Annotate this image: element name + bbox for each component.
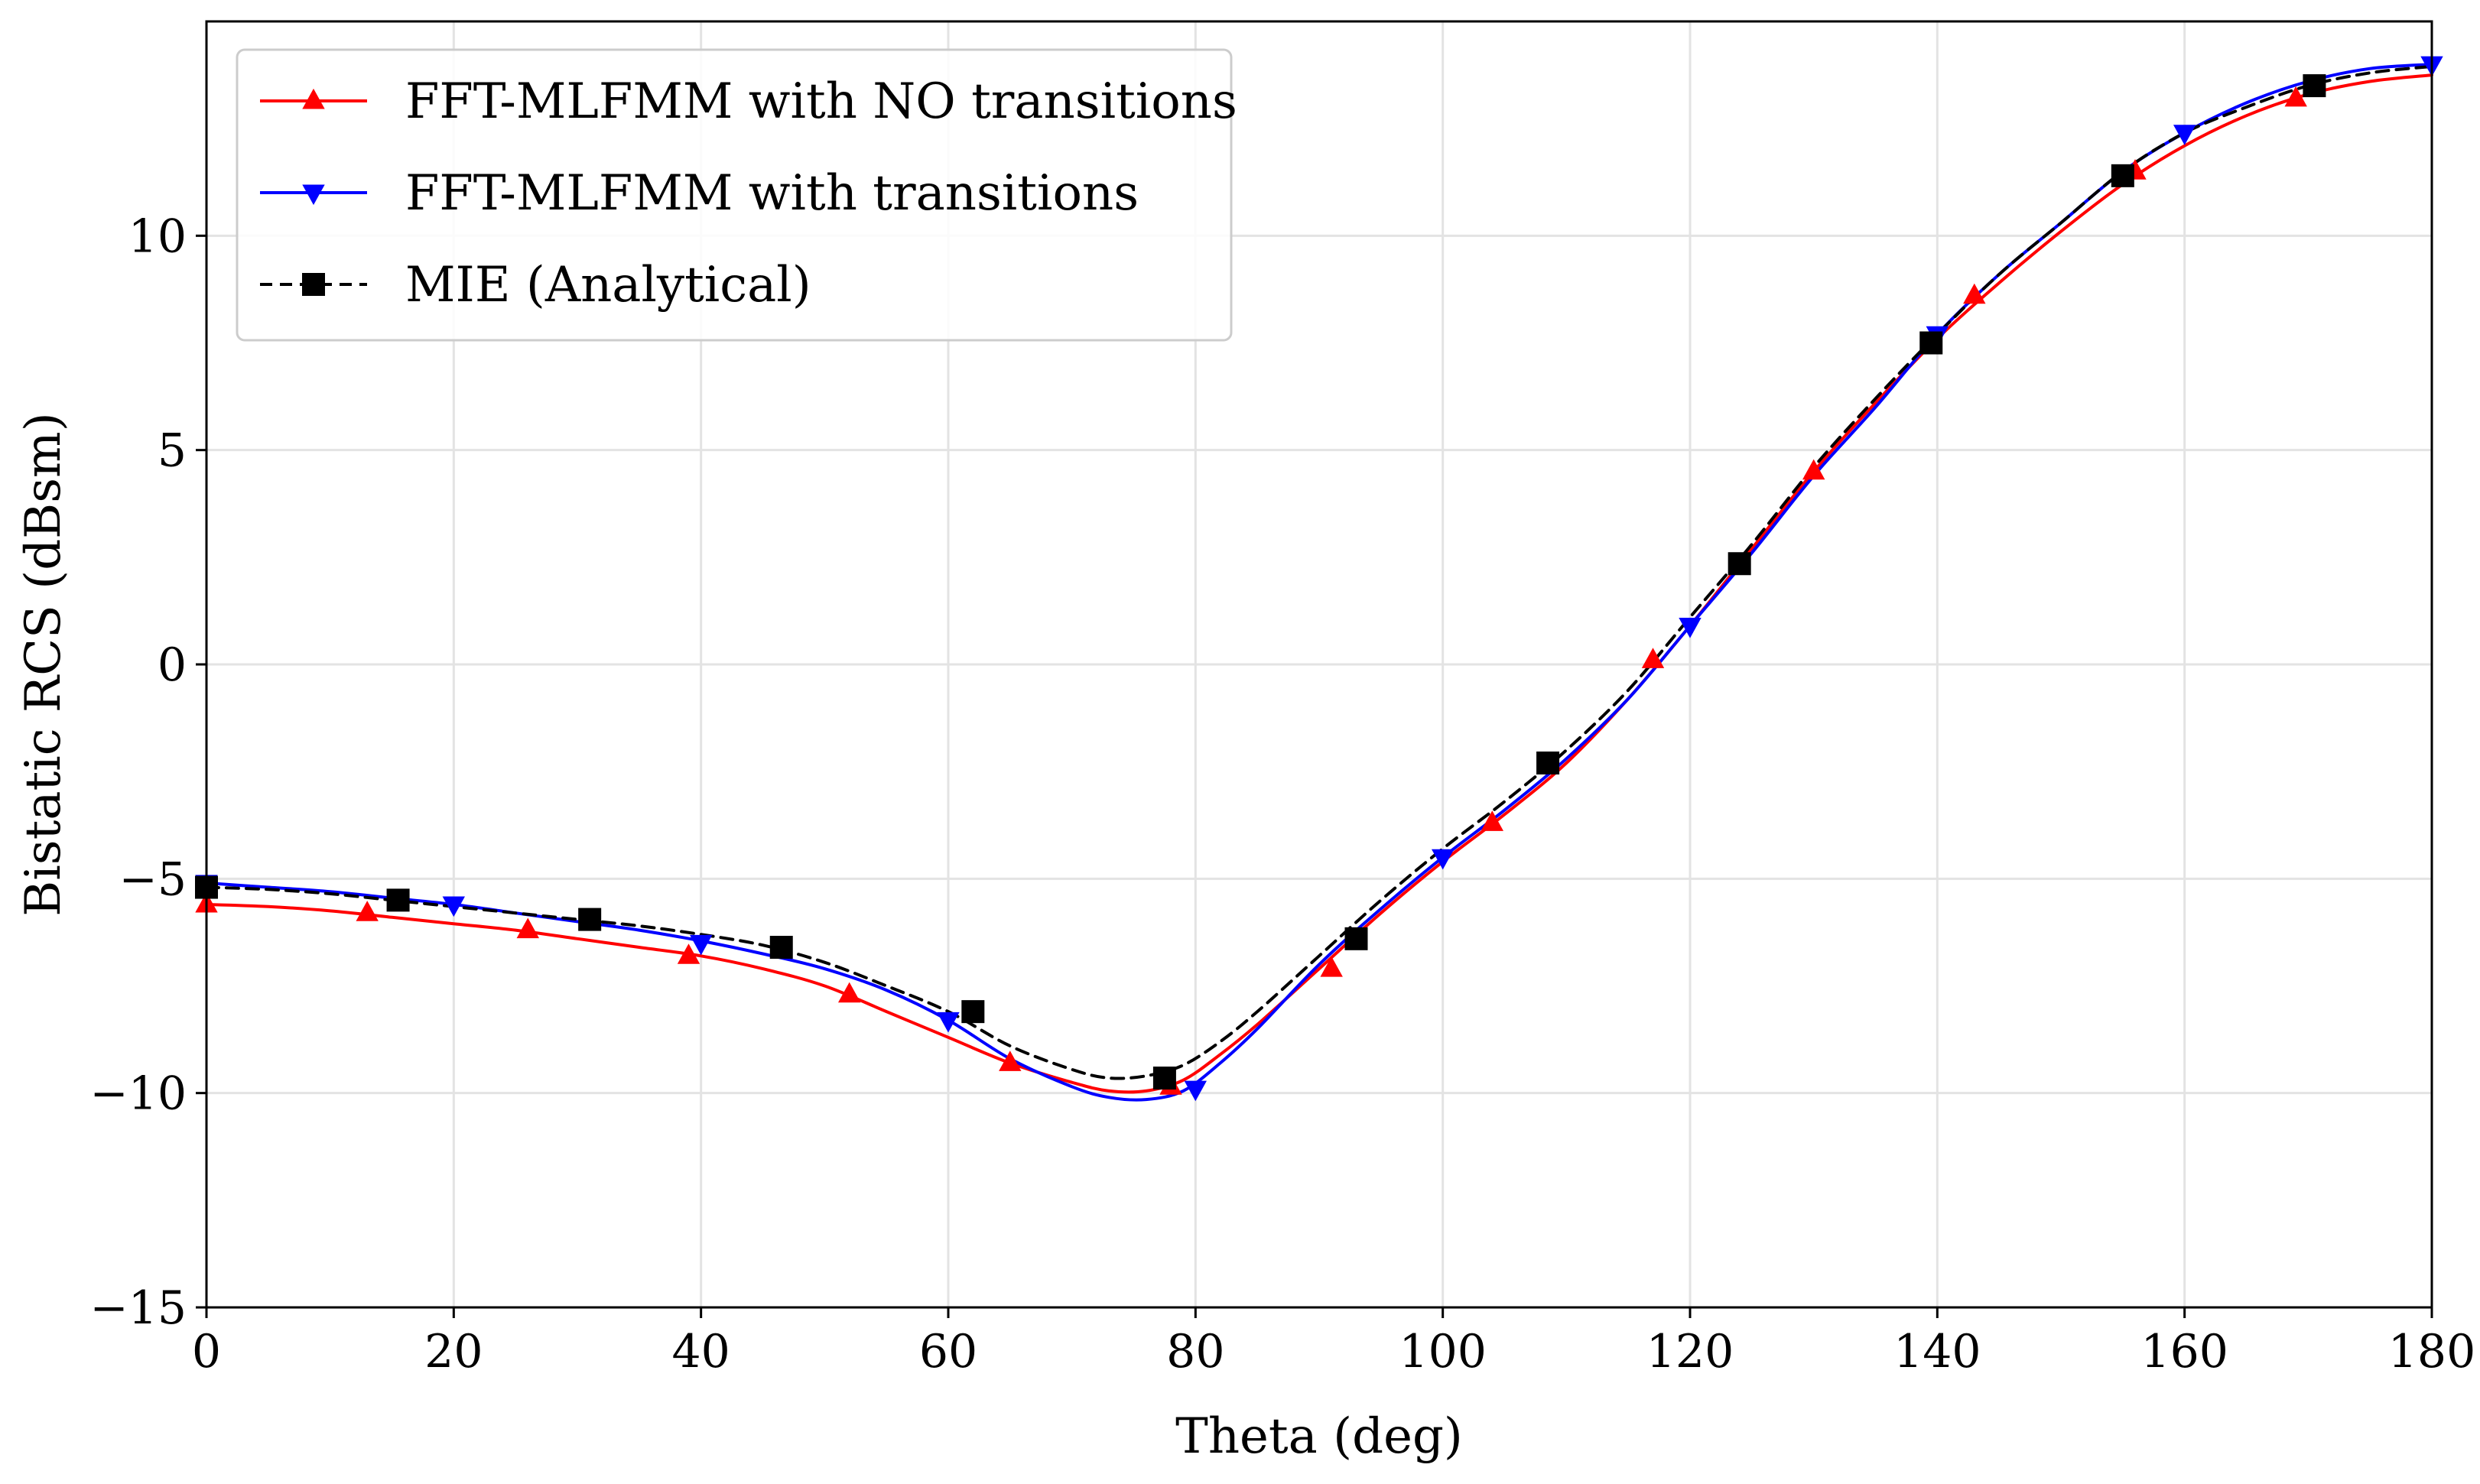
series-2-marker: [1919, 331, 1943, 355]
x-tick-label: 120: [1646, 1325, 1734, 1378]
axis-ticks: [196, 234, 2433, 1318]
x-tick-label: 40: [671, 1325, 730, 1378]
x-tick-label: 20: [424, 1325, 483, 1378]
y-tick-label: −10: [89, 1067, 187, 1121]
legend-label: FFT-MLFMM with transitions: [405, 165, 1139, 222]
series-2-marker: [578, 908, 602, 931]
series-2-marker: [2111, 164, 2134, 187]
series-1-marker: [1432, 849, 1455, 870]
series-1-marker: [690, 934, 713, 956]
series-lines: [205, 63, 2433, 1102]
legend-marker: [302, 184, 325, 206]
series-1-marker: [2173, 125, 2196, 145]
x-tick-label: 60: [919, 1325, 977, 1378]
y-tick-label: 5: [158, 424, 187, 478]
series-line-0: [205, 73, 2433, 1094]
series-2-marker: [2303, 74, 2326, 98]
legend-label: MIE (Analytical): [405, 257, 811, 313]
x-tick-label: 180: [2388, 1325, 2476, 1378]
series-1-marker: [1679, 618, 1702, 638]
series-2-marker: [386, 888, 410, 912]
series-line-1: [205, 63, 2433, 1102]
series-1-marker: [442, 896, 465, 917]
series-0-marker: [1802, 459, 1825, 480]
legend-marker: [302, 273, 325, 296]
series-1-marker: [937, 1012, 960, 1033]
series-2-marker: [961, 1000, 985, 1024]
y-tick-label: 10: [128, 209, 187, 263]
x-tick-label: 80: [1166, 1325, 1224, 1378]
series-1-marker: [1184, 1080, 1207, 1102]
series-0-marker: [1320, 956, 1343, 977]
series-2-marker: [1728, 552, 1751, 576]
series-line-2: [205, 64, 2433, 1080]
x-tick-label: 160: [2140, 1325, 2228, 1378]
legend-entry-1: FFT-MLFMM with transitions: [260, 165, 1139, 222]
series-0-marker: [516, 917, 539, 939]
series-2-marker: [769, 936, 793, 960]
series-0-marker: [838, 982, 861, 1003]
legend-box: [236, 48, 1233, 342]
series-2-marker: [1152, 1067, 1176, 1090]
series-0-marker: [2284, 86, 2307, 107]
legend-entries: FFT-MLFMM with NO transitions FFT-MLFMM w…: [260, 73, 1237, 313]
y-tick-label: −5: [119, 852, 187, 906]
y-axis-title: Bistatic RCS (dBsm): [15, 412, 72, 916]
series-0-marker: [999, 1050, 1022, 1071]
y-tick-label: 0: [158, 638, 187, 692]
legend-entry-0: FFT-MLFMM with NO transitions: [260, 73, 1237, 130]
series-2-marker: [1536, 751, 1560, 774]
x-axis-title: Theta (deg): [1175, 1408, 1463, 1465]
series-0-marker: [1963, 283, 1986, 304]
series-0-marker: [677, 943, 700, 964]
x-tick-label: 0: [192, 1325, 221, 1378]
series-0-marker: [1481, 810, 1503, 831]
x-tick-label: 100: [1399, 1325, 1487, 1378]
series-2-marker: [1344, 927, 1368, 950]
series-0-marker: [1641, 648, 1665, 668]
legend-marker: [302, 88, 325, 109]
legend-label: FFT-MLFMM with NO transitions: [405, 73, 1237, 130]
x-tick-label: 140: [1893, 1325, 1981, 1378]
series-0-marker: [356, 901, 379, 921]
axis-tick-labels: 0 20 40 60 80 100 120 140 160 180 −15 −10 −5 0 5 10: [89, 209, 2475, 1378]
y-tick-label: −15: [89, 1281, 187, 1335]
legend-entry-2: MIE (Analytical): [260, 257, 811, 313]
series-markers: [195, 56, 2443, 1102]
chart-legend: FFT-MLFMM with NO transitions FFT-MLFMM w…: [236, 48, 1237, 342]
